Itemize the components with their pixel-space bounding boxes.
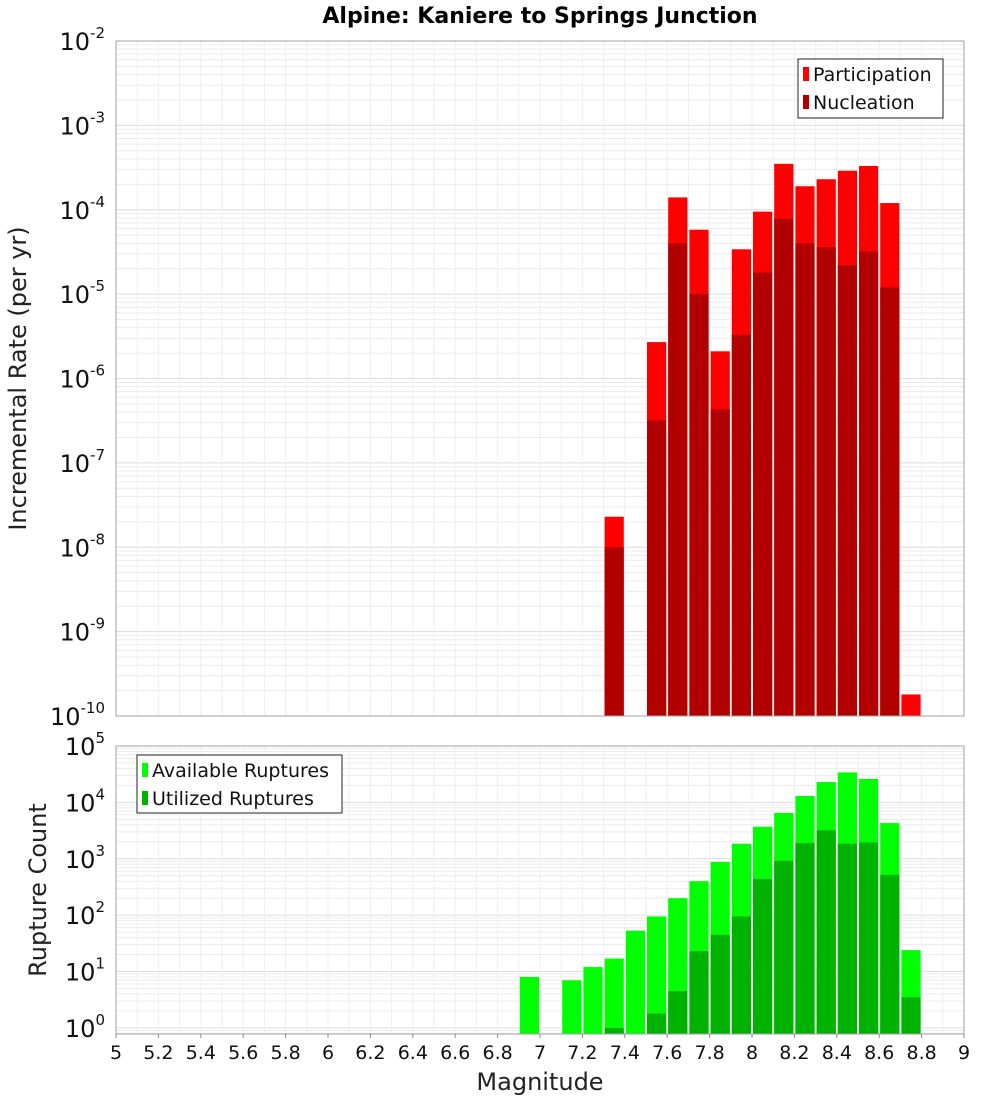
x-tick-label: 7.6: [652, 1042, 682, 1064]
bar: [604, 547, 624, 716]
x-tick-label: 8: [746, 1042, 758, 1064]
bar: [795, 843, 815, 1034]
x-tick-label: 5.2: [143, 1042, 173, 1064]
y-tick-label: 10-10: [50, 699, 105, 731]
x-tick-label: 6.8: [482, 1042, 512, 1064]
y-tick-label: 10-7: [59, 446, 105, 478]
legend-label: Utilized Ruptures: [152, 788, 314, 810]
y-tick-label: 10-2: [59, 24, 105, 56]
x-tick-label: 5: [110, 1042, 122, 1064]
legend-box: [797, 58, 944, 119]
series-nucleation: [604, 218, 900, 717]
y-tick-label: 101: [65, 955, 105, 987]
legend-swatch: [142, 763, 148, 777]
x-tick-label: 7.2: [567, 1042, 597, 1064]
x-tick-label: 6.4: [398, 1042, 428, 1064]
x-tick-label: 9: [958, 1042, 970, 1064]
legend-label: Participation: [813, 64, 932, 86]
bar: [689, 951, 709, 1034]
x-tick-label: 6.2: [355, 1042, 385, 1064]
bar: [625, 930, 645, 1034]
x-tick-label: 8.2: [779, 1042, 809, 1064]
legend-swatch: [803, 67, 809, 81]
x-axis-title: Magnitude: [476, 1068, 603, 1096]
x-tick-label: 8.4: [822, 1042, 852, 1064]
bar: [901, 997, 921, 1034]
bar: [668, 243, 688, 717]
x-tick-label: 5.4: [186, 1042, 216, 1064]
y-tick-label: 105: [65, 729, 105, 761]
x-tick-label: 5.8: [270, 1042, 300, 1064]
bar: [795, 243, 815, 717]
bar: [583, 967, 603, 1034]
bar: [816, 247, 836, 716]
bar: [647, 1013, 667, 1034]
y-tick-label: 104: [65, 785, 105, 817]
y-tick-label: 10-8: [59, 530, 105, 562]
bar: [689, 294, 709, 716]
y-tick-label: 10-4: [59, 193, 105, 225]
x-tick-label: 5.6: [228, 1042, 258, 1064]
bar: [774, 860, 794, 1034]
y-axis-title: Incremental Rate (per yr): [4, 226, 32, 530]
legend-label: Available Ruptures: [152, 760, 329, 782]
y-tick-label: 102: [65, 898, 105, 930]
y-tick-label: 10-9: [59, 615, 105, 647]
y-tick-label: 10-3: [59, 108, 105, 140]
chart-title: Alpine: Kaniere to Springs Junction: [322, 4, 757, 29]
bar: [837, 265, 857, 716]
bar: [562, 980, 582, 1034]
x-tick-label: 6: [322, 1042, 334, 1064]
bar: [647, 420, 667, 716]
bar: [837, 843, 857, 1034]
bar: [668, 991, 688, 1034]
x-tick-label: 6.6: [440, 1042, 470, 1064]
bar: [880, 874, 900, 1034]
y-tick-label: 10-5: [59, 277, 105, 309]
bar: [753, 272, 773, 716]
bar: [604, 958, 624, 1034]
bar: [859, 251, 879, 716]
bar: [859, 842, 879, 1034]
y-tick-label: 10-6: [59, 362, 105, 394]
x-tick-label: 8.8: [906, 1042, 936, 1064]
x-tick-label: 7: [534, 1042, 546, 1064]
legend: Available Ruptures Utilized Ruptures: [136, 754, 343, 814]
bar: [731, 334, 751, 716]
chart-panel-1: 10-2 10-3 10-4 10-5 10-6 10-7 10-8 10-9 10-10 Alp…: [4, 4, 965, 731]
plot-border: [115, 40, 965, 717]
y-axis-title: Rupture Count: [24, 803, 52, 977]
bar: [710, 934, 730, 1034]
bar: [816, 830, 836, 1034]
bar: [604, 1027, 624, 1034]
series-utilized-ruptures: [604, 830, 921, 1034]
bar: [731, 916, 751, 1034]
y-tick-label: 100: [65, 1011, 105, 1043]
legend-swatch: [803, 95, 809, 109]
gridlines: [115, 40, 965, 717]
bar: [901, 694, 921, 716]
y-tick-label: 103: [65, 842, 105, 874]
bar: [753, 878, 773, 1034]
legend: Participation Nucleation: [797, 58, 944, 119]
legend-label: Nucleation: [813, 92, 915, 114]
x-tick-label: 7.4: [610, 1042, 640, 1064]
bar: [519, 976, 539, 1034]
x-tick-label: 8.6: [864, 1042, 894, 1064]
bar: [774, 218, 794, 716]
bar: [880, 287, 900, 716]
legend-box: [136, 754, 343, 814]
legend-swatch: [142, 791, 148, 805]
x-tick-label: 7.8: [694, 1042, 724, 1064]
bar: [710, 409, 730, 716]
bar: [647, 916, 667, 1034]
